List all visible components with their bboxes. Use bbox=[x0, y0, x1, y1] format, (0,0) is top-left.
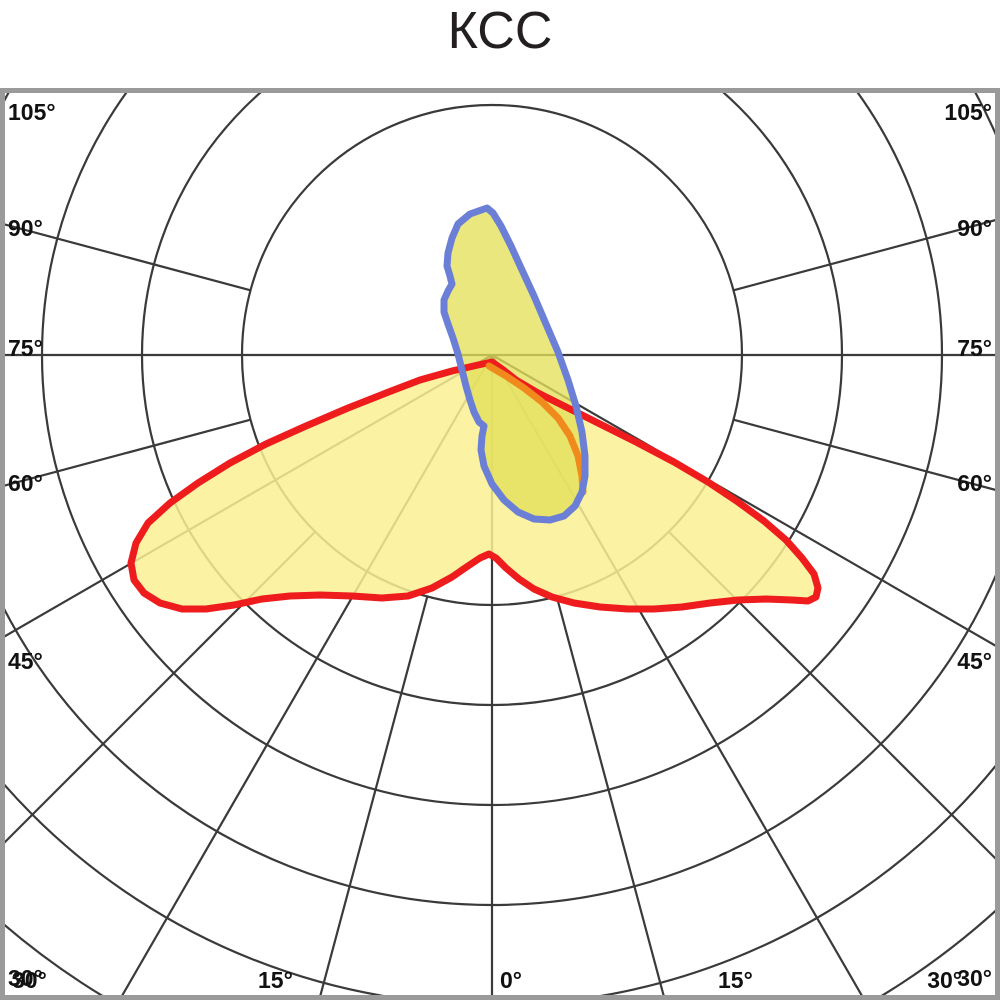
axis-tick-right-75: 75° bbox=[957, 335, 992, 361]
grid-spoke bbox=[3, 530, 317, 846]
axis-tick-left-105: 105° bbox=[8, 99, 56, 125]
axis-tick-left-60: 60° bbox=[8, 470, 43, 496]
series-c0-c180-stroke bbox=[127, 358, 822, 613]
series-c90-c270-fill bbox=[444, 208, 585, 520]
polar-plot-area: 105° 90° 75° 60° 45° 30° 105° 90° 75° 60° 45° 30° 30… bbox=[0, 88, 1000, 1000]
grid-spoke bbox=[733, 418, 997, 492]
grid-spoke bbox=[3, 222, 251, 292]
axis-tick-right-60: 60° bbox=[957, 470, 992, 496]
polar-chart-svg: 105°90°75°60°45°30°105°90°75°60°45°30°30… bbox=[0, 88, 1000, 1000]
axis-tick-bottom-3: 15° bbox=[718, 967, 753, 993]
grid-spoke bbox=[318, 596, 429, 997]
series-c0-c180-fill bbox=[131, 362, 818, 609]
grid-spoke bbox=[733, 218, 997, 292]
series-c90-c270-stroke bbox=[440, 204, 589, 524]
axis-tick-right-30: 30° bbox=[957, 965, 992, 991]
axis-tick-labels: 105°90°75°60°45°30°105°90°75°60°45°30°30… bbox=[8, 99, 992, 993]
axis-tick-bottom-2: 0° bbox=[500, 967, 522, 993]
plot-frame bbox=[0, 88, 1000, 1000]
series-group bbox=[127, 204, 822, 613]
axis-tick-left-45: 45° bbox=[8, 648, 43, 674]
grid-spoke bbox=[3, 418, 251, 488]
axis-tick-right-90: 90° bbox=[957, 215, 992, 241]
axis-tick-right-45: 45° bbox=[957, 648, 992, 674]
axis-tick-left-90: 90° bbox=[8, 215, 43, 241]
axis-tick-bottom-0: 30° bbox=[12, 967, 47, 993]
axis-tick-left-30: 30° bbox=[8, 965, 43, 991]
axis-tick-right-105: 105° bbox=[944, 99, 992, 125]
grid-spoke bbox=[555, 596, 666, 997]
grid-spoke bbox=[667, 530, 997, 862]
axis-tick-bottom-1: 15° bbox=[258, 967, 293, 993]
page-title: КСС bbox=[447, 2, 553, 60]
curve-intersection-segment bbox=[485, 362, 587, 496]
axis-tick-bottom-4: 30° bbox=[927, 967, 962, 993]
axis-tick-left-75: 75° bbox=[8, 335, 43, 361]
